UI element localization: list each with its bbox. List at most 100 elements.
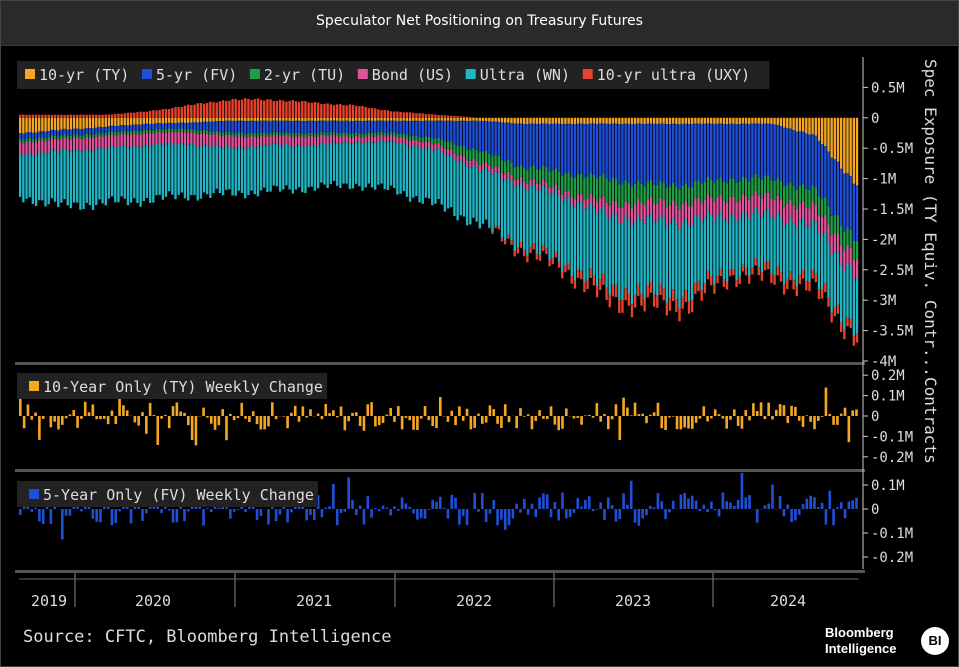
stack-bar-US bbox=[47, 140, 50, 153]
panel-separator bbox=[15, 469, 865, 472]
stack-bar-FV bbox=[335, 120, 339, 133]
stack-bar-UXY bbox=[770, 273, 773, 284]
stack-bar-TY bbox=[161, 117, 165, 124]
stack-bar-FV bbox=[278, 120, 282, 134]
stack-bar-WN bbox=[789, 217, 792, 272]
weekly-bar bbox=[72, 505, 76, 509]
stack-bar-US bbox=[446, 148, 450, 155]
x-tick-label: 2022 bbox=[456, 592, 492, 610]
stack-bar-FV bbox=[240, 120, 244, 134]
stack-bar-TU bbox=[484, 150, 488, 162]
stack-bar-FV bbox=[383, 120, 386, 134]
stack-bar-WN bbox=[548, 194, 551, 261]
stack-bar-TY bbox=[757, 117, 760, 124]
stack-bar-TU bbox=[811, 185, 814, 203]
stack-bar-TY bbox=[63, 117, 66, 129]
stack-bar-US bbox=[221, 135, 225, 149]
stack-bar-US bbox=[789, 199, 792, 218]
stack-bar-TU bbox=[744, 177, 748, 197]
stack-bar-WN bbox=[202, 144, 206, 193]
weekly-bar bbox=[49, 509, 53, 524]
stack-bar-TU bbox=[456, 146, 459, 156]
weekly-bar bbox=[629, 415, 633, 416]
stack-bar-TU bbox=[301, 133, 304, 138]
stack-bar-TU bbox=[117, 132, 120, 136]
stack-bar-FV bbox=[145, 123, 149, 130]
stack-bar-UXY bbox=[820, 289, 824, 299]
weekly-bar bbox=[83, 401, 87, 416]
stack-bar-TY bbox=[782, 117, 786, 128]
stack-bar-WN bbox=[82, 151, 85, 210]
stack-bar-TY bbox=[751, 117, 754, 124]
stack-bar-TU bbox=[633, 183, 637, 205]
weekly-bar bbox=[400, 497, 404, 509]
stack-bar-TY bbox=[507, 117, 510, 123]
stack-bar-UXY bbox=[358, 106, 361, 118]
stack-bar-UXY bbox=[729, 270, 732, 277]
stack-bar-TU bbox=[263, 132, 266, 136]
stack-bar-UXY bbox=[595, 286, 599, 298]
stack-bar-TU bbox=[76, 134, 79, 138]
weekly-bar bbox=[229, 509, 232, 519]
weekly-bar bbox=[702, 504, 706, 509]
weekly-bar bbox=[530, 416, 534, 430]
stack-bar-TU bbox=[85, 133, 88, 137]
weekly-bar bbox=[244, 416, 247, 419]
stack-bar-TY bbox=[716, 117, 719, 124]
stack-bar-FV bbox=[462, 120, 466, 147]
weekly-bar bbox=[366, 496, 370, 509]
stack-bar-FV bbox=[374, 120, 377, 134]
stack-bar-FV bbox=[114, 126, 117, 133]
stack-bar-FV bbox=[294, 120, 298, 134]
stack-bar-TY bbox=[570, 117, 573, 125]
weekly-bar bbox=[152, 414, 156, 416]
stack-bar-TY bbox=[567, 117, 570, 124]
stack-bar-WN bbox=[434, 150, 437, 204]
stack-bar-TU bbox=[687, 187, 691, 207]
stack-bar-FV bbox=[599, 123, 602, 176]
stack-bar-UXY bbox=[431, 114, 434, 118]
stack-bar-US bbox=[713, 201, 716, 221]
stack-bar-TY bbox=[633, 117, 637, 124]
stack-bar-TY bbox=[580, 117, 583, 124]
stack-bar-WN bbox=[519, 182, 523, 243]
stack-bar-TU bbox=[817, 196, 821, 216]
stack-bar-US bbox=[703, 199, 707, 218]
stack-bar-WN bbox=[225, 146, 228, 190]
stack-bar-FV bbox=[427, 120, 431, 137]
weekly-bar bbox=[679, 494, 683, 509]
stack-bar-WN bbox=[158, 143, 161, 195]
weekly-bar bbox=[618, 416, 622, 441]
weekly-bar bbox=[717, 509, 721, 517]
weekly-bar bbox=[244, 509, 247, 512]
stack-bar-US bbox=[564, 191, 567, 199]
weekly-bar bbox=[817, 506, 820, 509]
stack-bar-TY bbox=[269, 117, 272, 121]
stack-bar-FV bbox=[244, 121, 247, 135]
stack-bar-TY bbox=[545, 117, 548, 124]
weekly-bar bbox=[187, 509, 190, 512]
stack-bar-US bbox=[678, 209, 681, 230]
stack-bar-TY bbox=[329, 117, 333, 121]
x-tick-label: 2019 bbox=[31, 592, 67, 610]
stack-bar-TY bbox=[79, 117, 82, 130]
stack-bar-WN bbox=[830, 254, 833, 313]
stack-bar-FV bbox=[510, 123, 513, 163]
stack-bar-TU bbox=[538, 169, 542, 185]
stack-bar-FV bbox=[535, 123, 539, 170]
weekly-bar bbox=[584, 499, 587, 509]
stack-bar-FV bbox=[646, 123, 649, 182]
stack-bar-TU bbox=[101, 133, 104, 137]
stack-bar-FV bbox=[513, 123, 516, 168]
stack-bar-TU bbox=[72, 134, 76, 138]
weekly-bar bbox=[328, 506, 331, 509]
stack-bar-WN bbox=[808, 226, 811, 283]
stack-bar-TU bbox=[412, 135, 415, 140]
stack-bar-US bbox=[608, 205, 611, 220]
stack-bar-TY bbox=[405, 117, 409, 121]
weekly-bar bbox=[286, 416, 289, 429]
weekly-bar bbox=[614, 509, 618, 522]
weekly-bar bbox=[206, 416, 209, 418]
weekly-bar bbox=[278, 509, 282, 515]
stack-bar-WN bbox=[516, 185, 520, 248]
